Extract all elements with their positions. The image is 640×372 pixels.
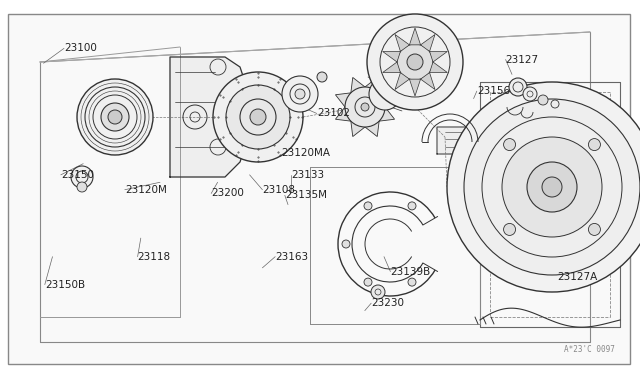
Text: 23156: 23156 [477, 86, 510, 96]
Text: 23100: 23100 [64, 44, 97, 53]
Polygon shape [395, 35, 410, 51]
Circle shape [447, 82, 640, 292]
Circle shape [371, 285, 385, 299]
Circle shape [407, 54, 423, 70]
Circle shape [364, 278, 372, 286]
Text: 23133: 23133 [291, 170, 324, 180]
Text: 23127: 23127 [506, 55, 539, 64]
Circle shape [408, 202, 416, 210]
Circle shape [588, 224, 600, 235]
Polygon shape [395, 73, 410, 90]
Circle shape [342, 240, 350, 248]
Circle shape [213, 72, 303, 162]
Circle shape [542, 177, 562, 197]
Circle shape [509, 78, 527, 96]
Circle shape [108, 110, 122, 124]
Circle shape [361, 103, 369, 111]
Polygon shape [379, 107, 395, 121]
Circle shape [504, 224, 516, 235]
Polygon shape [365, 121, 379, 137]
Text: 23120MA: 23120MA [282, 148, 331, 157]
Text: 23135M: 23135M [285, 190, 327, 200]
Text: 23127A: 23127A [557, 272, 597, 282]
Circle shape [345, 87, 385, 127]
Text: 23118: 23118 [138, 252, 171, 262]
Polygon shape [379, 93, 395, 107]
Polygon shape [437, 127, 480, 154]
Circle shape [523, 87, 537, 101]
Text: 23163: 23163 [275, 252, 308, 262]
Text: 23102: 23102 [317, 109, 350, 118]
Polygon shape [429, 51, 447, 62]
Circle shape [502, 137, 602, 237]
Polygon shape [170, 57, 245, 177]
Circle shape [369, 78, 401, 110]
Polygon shape [410, 28, 420, 45]
Circle shape [527, 162, 577, 212]
Polygon shape [335, 93, 351, 107]
Polygon shape [429, 62, 447, 73]
Polygon shape [351, 77, 365, 93]
Circle shape [77, 182, 87, 192]
FancyBboxPatch shape [8, 14, 630, 364]
Text: 23120M: 23120M [125, 185, 166, 195]
Polygon shape [420, 35, 435, 51]
Circle shape [295, 89, 305, 99]
Polygon shape [335, 107, 351, 121]
Text: A*23'C 0097: A*23'C 0097 [564, 345, 615, 354]
Text: 23150B: 23150B [45, 280, 85, 289]
Polygon shape [383, 62, 401, 73]
Circle shape [504, 139, 516, 151]
Circle shape [71, 166, 93, 188]
Circle shape [538, 95, 548, 105]
Text: 23108: 23108 [262, 185, 296, 195]
Circle shape [408, 278, 416, 286]
Text: 23230: 23230 [371, 298, 404, 308]
Circle shape [101, 103, 129, 131]
Circle shape [250, 109, 266, 125]
Polygon shape [351, 121, 365, 137]
Circle shape [367, 14, 463, 110]
Text: 23150: 23150 [61, 170, 94, 180]
Text: 23200: 23200 [211, 189, 244, 198]
Circle shape [77, 79, 153, 155]
Circle shape [364, 202, 372, 210]
Polygon shape [420, 73, 435, 90]
Circle shape [226, 85, 290, 149]
Circle shape [397, 44, 433, 80]
Polygon shape [410, 79, 420, 96]
Polygon shape [365, 77, 379, 93]
Polygon shape [383, 51, 401, 62]
Circle shape [464, 99, 640, 275]
Circle shape [282, 76, 318, 112]
Circle shape [588, 139, 600, 151]
Circle shape [317, 72, 327, 82]
Text: 23139B: 23139B [390, 267, 431, 276]
